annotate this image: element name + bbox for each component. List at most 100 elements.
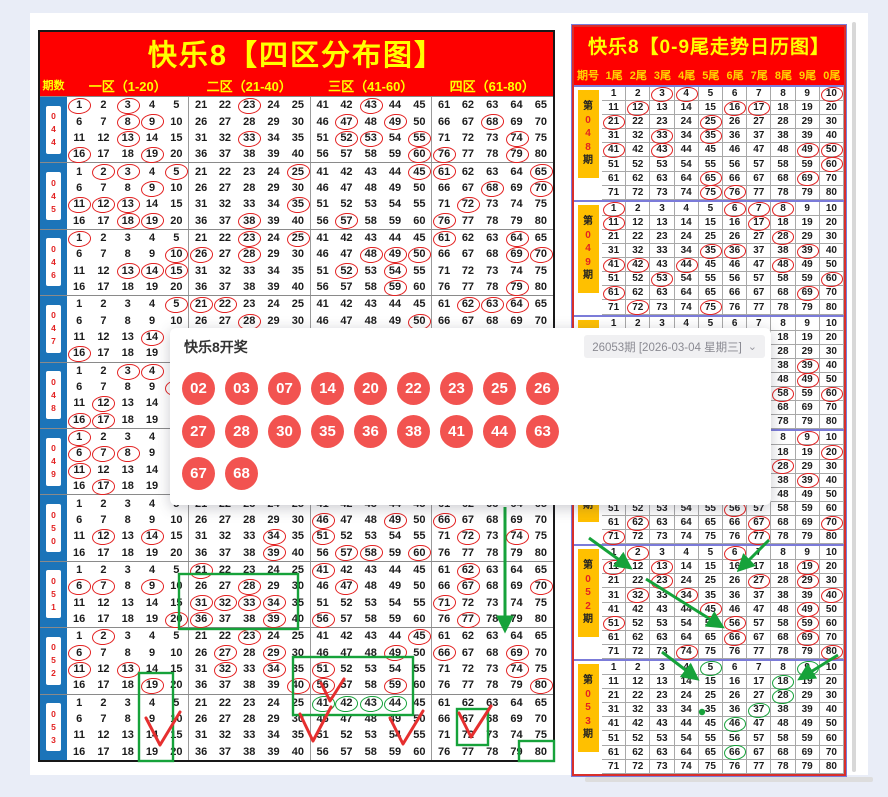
drawn-number-circle — [456, 527, 481, 546]
drawn-number-circle — [529, 577, 554, 596]
number-cell: 40 — [291, 612, 304, 625]
drawn-number-circle — [820, 643, 844, 661]
period-label-049: 0 4 9 — [46, 437, 61, 486]
number-cell: 38 — [771, 588, 796, 603]
drawn-number-circle — [140, 212, 165, 231]
number-cell: 9 — [140, 577, 165, 596]
number-cell: 32 — [626, 703, 651, 718]
number-cell: 4 — [148, 165, 156, 178]
number-cell: 41 — [309, 229, 334, 247]
drawn-number-circle — [407, 627, 433, 646]
number-cell: 67 — [461, 181, 475, 194]
period-label-047: 0 4 7 — [46, 304, 61, 353]
period-label-cell: 0 5 1 — [40, 561, 67, 628]
number-cell: 58 — [364, 280, 377, 293]
number-cell: 32 — [626, 129, 651, 144]
number-cell: 77 — [461, 546, 475, 559]
number-cell: 53 — [364, 729, 377, 742]
number-cell: 10 — [170, 115, 183, 128]
number-cell: 76 — [431, 145, 457, 164]
number-cell: 70 — [534, 713, 547, 726]
number-cell: 28 — [243, 115, 256, 128]
number-cell: 70 — [819, 401, 844, 416]
drawn-number-circle — [334, 212, 360, 231]
period-block-052: 0 5 2 1 2 3 4 5 21 22 23 24 25 41 42 43 44 45 61 62 63 64 65 6 7… — [40, 627, 554, 695]
number-cell: 18 — [771, 101, 796, 116]
number-cell: 43 — [364, 630, 377, 643]
number-cell: 32 — [213, 594, 238, 613]
number-cell: 34 — [261, 527, 287, 546]
period-digit: 9 — [585, 256, 591, 268]
vertical-scrollbar[interactable] — [852, 22, 856, 772]
drawn-number-circle — [91, 195, 117, 214]
number-cell: 29 — [267, 580, 280, 593]
drawn-number-circle — [407, 129, 433, 148]
number-cell: 79 — [510, 612, 523, 625]
number-cell: 24 — [267, 99, 280, 112]
number-cell: 72 — [461, 662, 475, 675]
number-cell: 13 — [115, 129, 141, 148]
period-digit: 0 — [51, 509, 56, 520]
number-cell: 16 — [73, 546, 86, 559]
number-cell: 60 — [413, 745, 426, 758]
number-cell: 1 — [76, 563, 83, 576]
number-cell: 52 — [334, 262, 360, 281]
number-cell: 74 — [510, 729, 523, 742]
drawn-number-circle — [820, 514, 844, 532]
issue-selector-dropdown[interactable]: 26053期 [2026-03-04 星期三] ⌄ — [584, 335, 765, 358]
number-cell: 4 — [148, 298, 156, 311]
number-cell: 58 — [771, 616, 796, 631]
number-cell: 33 — [243, 729, 256, 742]
number-cell: 38 — [243, 280, 256, 293]
number-cell: 33 — [650, 588, 675, 603]
number-cell: 5 — [173, 231, 180, 244]
number-cell: 15 — [698, 560, 723, 575]
number-cell: 8 — [124, 381, 131, 394]
number-cell: 25 — [291, 630, 304, 643]
number-cell: 28 — [237, 312, 262, 331]
horizontal-scrollbar[interactable] — [585, 777, 873, 782]
drawn-number-circle — [237, 577, 262, 596]
number-cell: 46 — [309, 179, 334, 197]
period-digit: 4 — [585, 243, 591, 255]
number-cell: 43 — [358, 96, 384, 115]
number-cell: 76 — [431, 544, 455, 561]
number-cell: 54 — [388, 596, 402, 609]
drawn-number-circle — [456, 610, 481, 629]
number-cell: 46 — [723, 602, 748, 617]
drawn-number-circle — [140, 676, 165, 695]
number-cell: 35 — [698, 242, 723, 260]
drawn-number-circle — [67, 145, 92, 164]
number-cell: 62 — [461, 99, 475, 112]
number-cell: 66 — [431, 710, 455, 728]
drawn-number-circle — [820, 444, 844, 461]
period-digit: 2 — [585, 600, 591, 612]
number-cell: 19 — [145, 280, 159, 293]
number-cell: 24 — [267, 298, 280, 311]
number-cell: 72 — [626, 185, 651, 200]
number-cell: 3 — [650, 546, 675, 561]
number-cell: 61 — [431, 694, 455, 711]
number-cell: 19 — [795, 101, 820, 116]
number-cell: 63 — [650, 515, 675, 531]
number-cell: 37 — [218, 214, 232, 227]
number-cell: 29 — [267, 713, 280, 726]
number-cell: 28 — [237, 245, 262, 264]
number-cell: 43 — [358, 694, 384, 713]
number-cell: 14 — [140, 262, 165, 281]
number-cell: 54 — [674, 731, 699, 746]
number-cell: 40 — [291, 280, 304, 293]
drawn-number-circle — [189, 245, 214, 264]
number-cell: 51 — [309, 660, 336, 679]
number-cell: 50 — [413, 580, 426, 593]
number-cell: 58 — [771, 501, 796, 516]
number-cell: 51 — [309, 527, 336, 546]
number-cell: 38 — [243, 546, 256, 559]
number-cell: 26 — [723, 115, 748, 130]
number-cell: 74 — [504, 527, 530, 546]
number-cell: 70 — [534, 115, 547, 128]
right-chart-header: 期号 1尾 2尾 3尾 4尾 5尾 6尾 7尾 8尾 9尾 0尾 — [574, 64, 844, 85]
number-cell: 23 — [237, 229, 262, 248]
number-cell: 52 — [340, 198, 353, 211]
